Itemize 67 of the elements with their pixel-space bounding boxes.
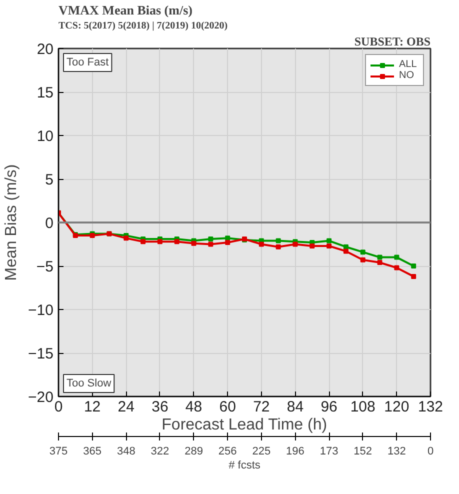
y-axis-title: Mean Bias (m/s) — [3, 164, 20, 281]
point — [310, 243, 315, 248]
point — [360, 257, 366, 262]
point — [157, 239, 162, 244]
point — [174, 239, 180, 244]
y-tick-label: 0 — [45, 215, 54, 232]
text: 375 — [49, 446, 68, 458]
point — [258, 242, 264, 247]
chart-subtitle: TCS: 5(2017) 5(2018) | 7(2019) 10(2020) — [58, 20, 228, 32]
point — [360, 250, 366, 255]
point — [276, 244, 281, 250]
point — [276, 238, 281, 244]
y-tick-label: −5 — [36, 258, 54, 276]
point — [124, 236, 129, 241]
x-tick-label: 120 — [384, 398, 410, 416]
y-tick-label: 15 — [36, 84, 54, 102]
point — [208, 236, 214, 242]
annotation: Too Fast — [66, 56, 109, 68]
x-axis-title: Forecast Lead Time (h) — [162, 416, 328, 434]
x-tick-label: 48 — [185, 398, 202, 416]
x-tick-label: 72 — [253, 398, 270, 416]
x2-axis-title: # fcsts — [228, 460, 261, 472]
point — [225, 240, 230, 246]
x-tick-label: 60 — [219, 398, 236, 416]
y-tick-label: −15 — [28, 346, 54, 362]
point — [377, 260, 382, 266]
y-tick-label: −20 — [28, 389, 54, 406]
point — [394, 254, 400, 260]
point — [292, 242, 298, 247]
point — [411, 274, 416, 279]
point — [208, 242, 214, 247]
point — [343, 248, 348, 254]
text: SUBSET: OBS — [354, 34, 431, 48]
text: 322 — [150, 446, 170, 458]
y-tick-label: 5 — [45, 172, 54, 188]
x-tick-label: 108 — [350, 398, 376, 416]
x-tick-label: 96 — [320, 398, 338, 416]
point — [140, 239, 146, 244]
text: 348 — [116, 446, 136, 458]
text: 132 — [388, 446, 406, 458]
text: 0 — [427, 446, 434, 458]
x-tick-label: 132 — [418, 398, 444, 416]
point — [326, 238, 332, 244]
point — [377, 254, 382, 260]
point — [191, 240, 196, 246]
y-tick-label: 20 — [36, 41, 54, 58]
text: 225 — [252, 446, 271, 458]
text: 365 — [83, 446, 102, 458]
text: 152 — [354, 446, 372, 458]
legend-label: ALL — [399, 59, 418, 70]
point — [411, 264, 416, 268]
text: 256 — [218, 446, 237, 458]
legend-label: NO — [399, 70, 415, 81]
text: 173 — [320, 446, 338, 458]
point — [326, 243, 332, 248]
x-tick-label: 24 — [118, 398, 134, 416]
annotation: Too Slow — [66, 378, 112, 390]
point — [394, 265, 400, 270]
x-tick-label: 36 — [152, 398, 168, 416]
chart-title: VMAX Mean Bias (m/s) — [58, 2, 192, 18]
x-tick-label: 84 — [286, 398, 304, 416]
text: 289 — [184, 446, 203, 458]
y-tick-label: 10 — [36, 128, 54, 145]
point — [225, 236, 230, 241]
text: 196 — [286, 446, 304, 458]
y-tick-label: −10 — [28, 302, 54, 319]
x-tick-label: 12 — [84, 398, 101, 416]
